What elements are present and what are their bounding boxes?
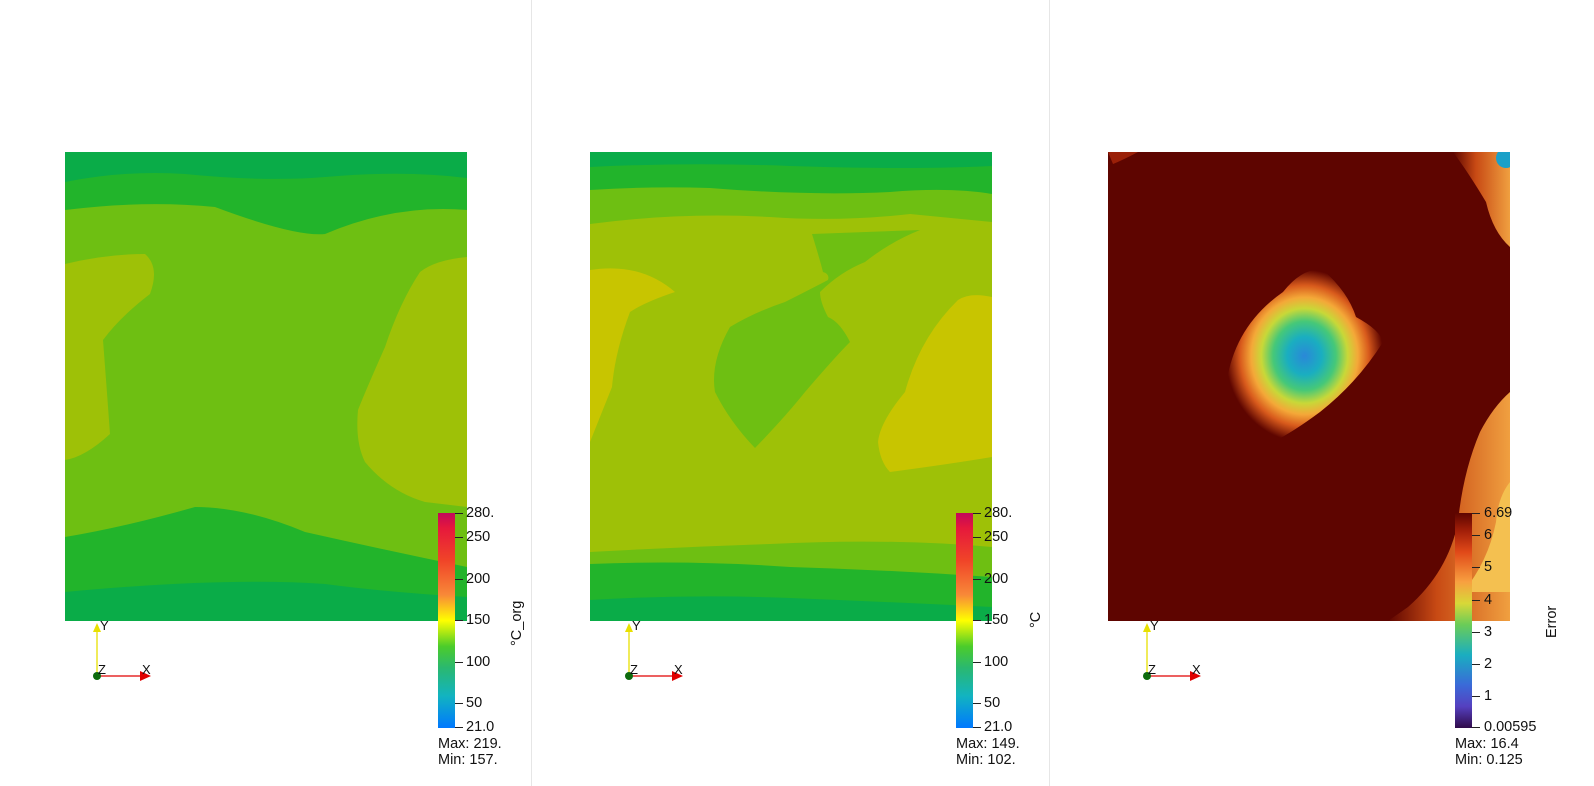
colorbar-tick — [455, 662, 463, 663]
colorbar-tick-label: 6.69 — [1484, 505, 1513, 521]
axis-label-z: Z — [1148, 662, 1156, 677]
colorbar-tick-label: 5 — [1484, 559, 1493, 575]
colorbar-tick — [973, 662, 981, 663]
colorbar-tick — [1472, 632, 1480, 633]
colorbar-title: °C_org — [509, 600, 525, 646]
colorbar-tick — [455, 513, 463, 514]
colorbar-predicted — [956, 513, 973, 728]
colorbar-tick-label: 150 — [984, 612, 1009, 628]
colorbar-tick — [1472, 567, 1480, 568]
contour-plot-error[interactable] — [1108, 152, 1510, 621]
min-value: Min: 0.125 — [1455, 751, 1523, 768]
max-value: Max: 219. — [438, 736, 502, 752]
colorbar-tick — [973, 579, 981, 580]
axis-label-y: Y — [1150, 618, 1159, 633]
colorbar-tick-label: 2 — [1484, 656, 1493, 672]
axis-label-x: X — [1192, 662, 1201, 677]
contour-plot-predicted[interactable] — [590, 152, 992, 621]
stats-readout: Max: 149. Min: 102. — [956, 736, 1020, 768]
colorbar-tick-label: 150 — [466, 612, 491, 628]
colorbar-tick-label: 0.00595 — [1484, 719, 1537, 735]
stats-readout: Max: 16.4 Min: 0.125 — [1455, 736, 1523, 768]
axis-label-z: Z — [630, 662, 638, 677]
colorbar-tick — [1472, 535, 1480, 536]
colorbar-tick — [1472, 696, 1480, 697]
contour-plot-original[interactable] — [65, 152, 467, 621]
colorbar-tick-label: 21.0 — [984, 719, 1013, 735]
colorbar-tick-label: 250 — [984, 529, 1009, 545]
orientation-axes: Y Z X — [620, 618, 690, 690]
min-value: Min: 157. — [438, 751, 498, 768]
colorbar-tick-label: 200 — [984, 571, 1009, 587]
colorbar-tick — [455, 537, 463, 538]
colorbar-tick-label: 3 — [1484, 624, 1493, 640]
colorbar-tick-label: 280. — [466, 505, 495, 521]
colorbar-tick — [1472, 664, 1480, 665]
colorbar-tick — [455, 727, 463, 728]
colorbar-title: °C — [1028, 611, 1044, 628]
axis-label-x: X — [674, 662, 683, 677]
colorbar-tick-label: 50 — [984, 695, 1001, 711]
colorbar-tick-label: 280. — [984, 505, 1013, 521]
colorbar-tick-label: 1 — [1484, 688, 1493, 704]
colorbar-tick — [973, 620, 981, 621]
min-value: Min: 102. — [956, 751, 1016, 768]
colorbar-tick — [973, 537, 981, 538]
colorbar-tick-label: 100 — [984, 654, 1009, 670]
panel-original: 280. 250 200 150 100 50 21.0 °C_org Max:… — [0, 0, 531, 786]
colorbar-title: Error — [1544, 605, 1560, 638]
panel-predicted: 280. 250 200 150 100 50 21.0 °C Max: 149… — [532, 0, 1049, 786]
colorbar-error — [1455, 513, 1472, 728]
colorbar-tick-label: 6 — [1484, 527, 1493, 543]
view-divider[interactable] — [1049, 0, 1050, 786]
colorbar-tick — [455, 620, 463, 621]
colorbar-tick-label: 21.0 — [466, 719, 495, 735]
max-value: Max: 16.4 — [1455, 736, 1519, 752]
colorbar-original — [438, 513, 455, 728]
colorbar-tick — [455, 703, 463, 704]
max-value: Max: 149. — [956, 736, 1020, 752]
colorbar-tick — [455, 579, 463, 580]
colorbar-tick-label: 50 — [466, 695, 483, 711]
colorbar-tick-label: 100 — [466, 654, 491, 670]
colorbar-tick — [973, 727, 981, 728]
colorbar-tick-label: 200 — [466, 571, 491, 587]
colorbar-tick — [1472, 513, 1480, 514]
colorbar-tick-label: 250 — [466, 529, 491, 545]
colorbar-tick — [1472, 727, 1480, 728]
view-divider[interactable] — [531, 0, 532, 786]
panel-error: 6.69 6 5 4 3 2 1 0.00595 Error Max: 16.4… — [1050, 0, 1594, 786]
colorbar-tick — [1472, 600, 1480, 601]
colorbar-tick — [973, 703, 981, 704]
orientation-axes: Y Z X — [1138, 618, 1208, 690]
stats-readout: Max: 219. Min: 157. — [438, 736, 502, 768]
colorbar-tick — [973, 513, 981, 514]
colorbar-tick-label: 4 — [1484, 592, 1493, 608]
axis-label-x: X — [142, 662, 151, 677]
axis-label-y: Y — [100, 618, 109, 633]
axis-label-z: Z — [98, 662, 106, 677]
axis-label-y: Y — [632, 618, 641, 633]
orientation-axes: Y Z X — [88, 618, 158, 690]
